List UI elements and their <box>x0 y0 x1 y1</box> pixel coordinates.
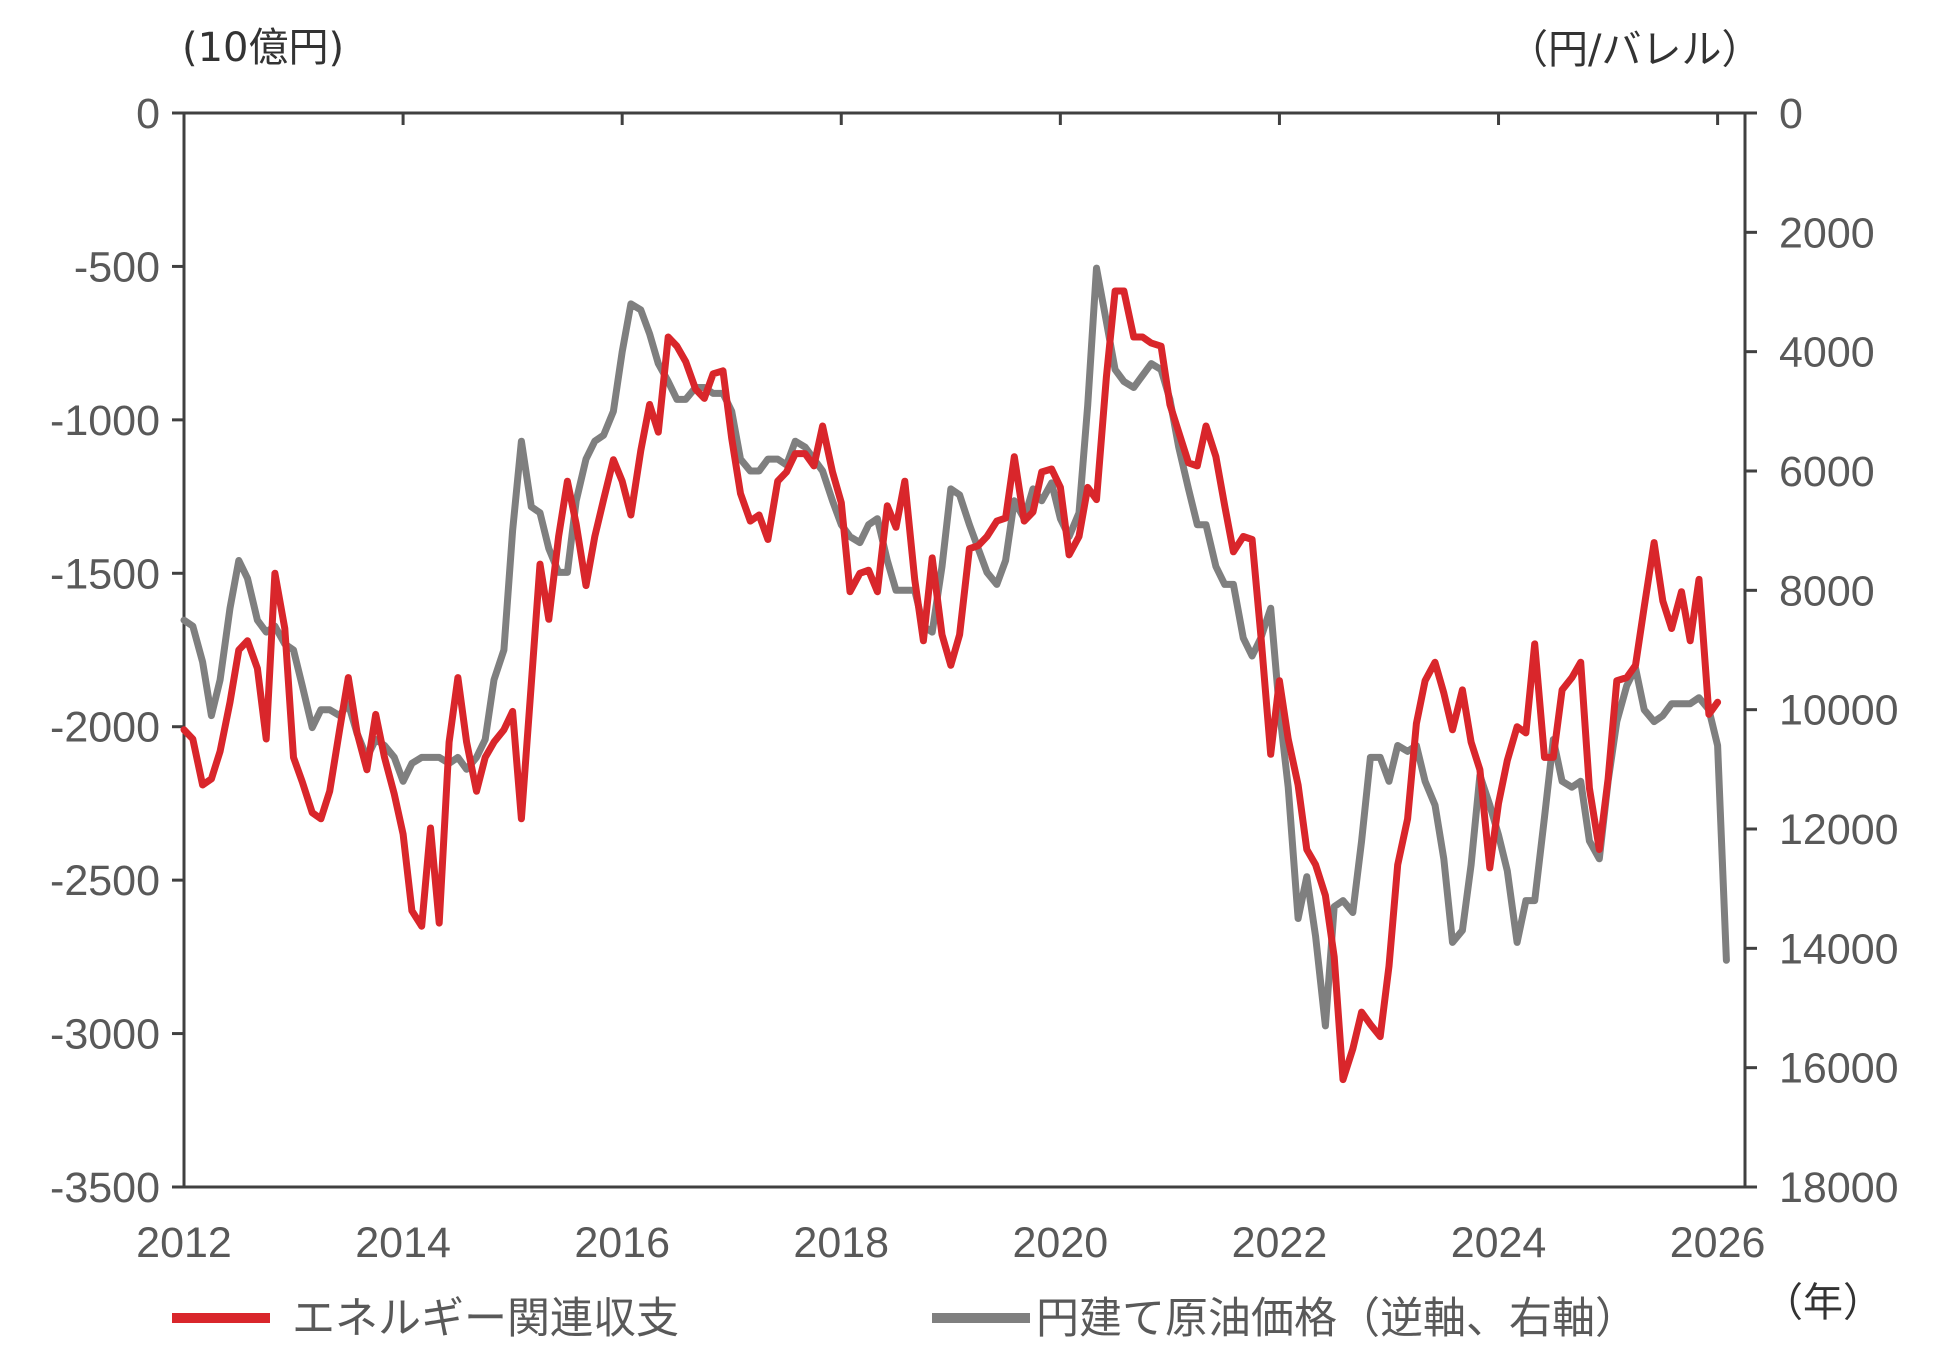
right-tick-label: 4000 <box>1779 329 1875 377</box>
x-tick-label: 2016 <box>574 1219 670 1267</box>
series-line-energy-balance <box>180 287 1722 1084</box>
left-tick-label: -2000 <box>50 704 160 752</box>
legend-label-oil: 円建て原油価格（逆軸、右軸） <box>1036 1294 1638 1344</box>
x-axis-unit: （年） <box>1763 1280 1883 1326</box>
legend-label-energy: エネルギー関連収支 <box>292 1294 679 1344</box>
right-tick-label: 18000 <box>1779 1164 1899 1212</box>
series-line-crude-oil-price <box>180 264 1730 1030</box>
left-tick-label: 0 <box>136 90 160 138</box>
x-tick-label: 2012 <box>136 1219 232 1267</box>
left-axis-unit: (10億円) <box>182 25 344 71</box>
x-tick-label: 2024 <box>1451 1219 1547 1267</box>
axes <box>172 111 1757 1189</box>
x-tick-label: 2020 <box>1013 1219 1109 1267</box>
x-tick-label: 2022 <box>1232 1219 1328 1267</box>
right-tick-label: 16000 <box>1779 1045 1899 1093</box>
right-axis-unit: （円/バレル） <box>1508 27 1761 73</box>
right-tick-label: 0 <box>1779 90 1803 138</box>
x-tick-label: 2026 <box>1670 1219 1766 1267</box>
legend: エネルギー関連収支 円建て原油価格（逆軸、右軸） <box>172 1294 1638 1344</box>
tick-labels: 0 -500 -1000 -1500 -2000 -2500 -3000 -3500 0 2000… <box>50 90 1899 1267</box>
right-tick-label: 10000 <box>1779 687 1899 735</box>
left-tick-label: -3500 <box>50 1164 160 1212</box>
right-tick-label: 12000 <box>1779 806 1899 854</box>
right-tick-label: 6000 <box>1779 448 1875 496</box>
left-tick-label: -1000 <box>50 397 160 445</box>
x-tick-label: 2014 <box>355 1219 451 1267</box>
right-tick-label: 2000 <box>1779 209 1875 257</box>
right-tick-label: 14000 <box>1779 925 1899 973</box>
left-tick-label: -1500 <box>50 550 160 598</box>
left-tick-label: -500 <box>74 243 160 291</box>
left-tick-label: -3000 <box>50 1011 160 1059</box>
right-tick-label: 8000 <box>1779 567 1875 615</box>
left-tick-label: -2500 <box>50 857 160 905</box>
series-lines <box>180 264 1730 1084</box>
x-tick-label: 2018 <box>793 1219 889 1267</box>
